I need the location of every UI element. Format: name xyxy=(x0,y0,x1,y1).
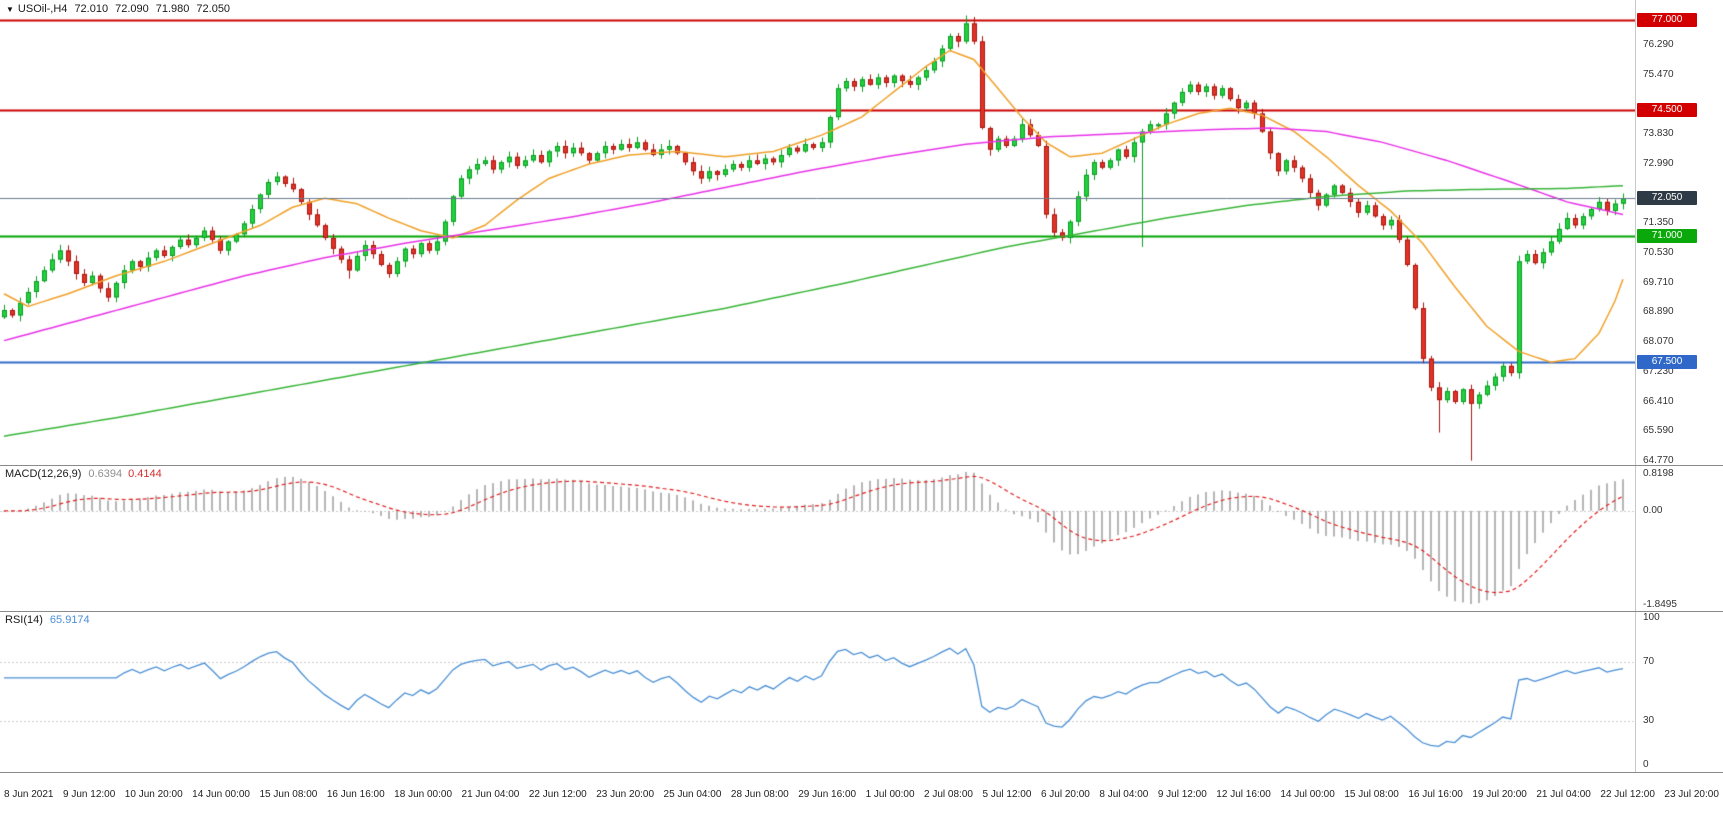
price-line-label: 71.000 xyxy=(1637,229,1697,244)
macd-canvas[interactable] xyxy=(0,466,1635,612)
time-axis-label: 23 Jul 20:00 xyxy=(1664,789,1719,800)
time-axis-label: 8 Jul 04:00 xyxy=(1099,789,1149,800)
time-axis-label: 12 Jul 16:00 xyxy=(1216,789,1271,800)
macd-axis-tick: 0.00 xyxy=(1643,504,1663,516)
time-axis-label: 16 Jun 16:00 xyxy=(326,789,385,800)
rsi-axis-tick: 70 xyxy=(1643,656,1655,668)
main-chart-pane: ▼ USOil-,H4 72.010 72.090 71.980 72.050 76.29… xyxy=(0,0,1723,466)
time-axis-label: 9 Jul 12:00 xyxy=(1157,789,1207,800)
time-axis-label: 22 Jul 12:00 xyxy=(1600,789,1655,800)
rsi-canvas[interactable] xyxy=(0,612,1635,773)
time-axis-label: 10 Jun 20:00 xyxy=(124,789,183,800)
macd-header: MACD(12,26,9) 0.6394 0.4144 xyxy=(5,468,162,480)
time-axis-label: 15 Jul 08:00 xyxy=(1344,789,1399,800)
macd-signal-value: 0.4144 xyxy=(128,468,162,480)
price-axis-tick: 67.230 xyxy=(1643,366,1674,377)
price-axis-tick: 76.290 xyxy=(1643,39,1674,51)
time-axis-label: 25 Jun 04:00 xyxy=(663,789,722,800)
rsi-pane: RSI(14) 65.9174 100 70 30 0 xyxy=(0,611,1723,773)
price-axis-tick: 65.590 xyxy=(1643,425,1674,437)
price-line-label: 74.500 xyxy=(1637,102,1697,117)
rsi-value: 65.9174 xyxy=(49,614,90,626)
macd-axis-tick: 0.8198 xyxy=(1643,468,1674,479)
price-axis-tick: 72.990 xyxy=(1643,158,1674,170)
time-axis-label: 21 Jul 04:00 xyxy=(1536,789,1591,800)
time-axis-label: 16 Jul 16:00 xyxy=(1408,789,1463,800)
macd-main-value: 0.6394 xyxy=(88,468,123,480)
symbol-name: USOil-,H4 xyxy=(17,3,68,15)
symbol-quote-header: ▼ USOil-,H4 72.010 72.090 71.980 72.050 xyxy=(6,3,230,15)
quote-low: 71.980 xyxy=(155,3,190,15)
quote-close: 72.050 xyxy=(196,3,231,15)
rsi-header: RSI(14) 65.9174 xyxy=(5,614,90,626)
quote-open: 72.010 xyxy=(74,3,109,15)
time-axis-label: 19 Jul 20:00 xyxy=(1472,789,1527,800)
price-axis-tick: 68.890 xyxy=(1643,306,1674,318)
price-axis-tick: 64.770 xyxy=(1643,454,1674,466)
macd-axis[interactable]: 0.8198 0.00 -1.8495 xyxy=(1635,466,1723,611)
price-axis-tick: 66.410 xyxy=(1643,395,1674,407)
rsi-axis-tick: 30 xyxy=(1643,714,1655,726)
rsi-label: RSI(14) xyxy=(5,614,43,626)
macd-label: MACD(12,26,9) xyxy=(5,468,82,480)
rsi-axis-tick: 0 xyxy=(1643,759,1649,770)
price-axis-tick: 71.350 xyxy=(1643,217,1674,229)
time-axis-label: 9 Jun 12:00 xyxy=(63,789,116,800)
price-line-label: 77.000 xyxy=(1637,12,1697,27)
rsi-axis[interactable]: 100 70 30 0 xyxy=(1635,612,1723,772)
time-axis-label: 6 Jul 20:00 xyxy=(1040,789,1090,800)
macd-pane: MACD(12,26,9) 0.6394 0.4144 0.8198 0.00 -1.8… xyxy=(0,465,1723,612)
time-axis-label: 23 Jun 20:00 xyxy=(596,789,655,800)
time-axis-label: 15 Jun 08:00 xyxy=(259,789,318,800)
price-canvas[interactable] xyxy=(0,0,1635,465)
time-axis[interactable]: 8 Jun 2021 9 Jun 12:00 10 Jun 20:00 14 Jun … xyxy=(0,772,1723,837)
price-axis-tick: 70.530 xyxy=(1643,247,1674,259)
price-axis-tick: 75.470 xyxy=(1643,68,1674,80)
time-axis-label: 28 Jun 08:00 xyxy=(730,789,789,800)
price-line-label: 67.500 xyxy=(1637,355,1697,370)
time-axis-label: 18 Jun 00:00 xyxy=(394,789,452,800)
price-axis[interactable]: 76.290 75.470 73.830 72.990 71.350 70.530 69.7… xyxy=(1635,0,1723,466)
quote-high: 72.090 xyxy=(115,3,149,15)
time-axis-label: 8 Jun 2021 xyxy=(4,789,54,800)
time-axis-label: 29 Jun 16:00 xyxy=(798,789,857,800)
macd-axis-tick: -1.8495 xyxy=(1643,599,1677,610)
time-axis-label: 22 Jun 12:00 xyxy=(528,789,587,800)
time-axis-label: 14 Jul 00:00 xyxy=(1280,789,1335,800)
price-axis-tick: 69.710 xyxy=(1643,276,1674,288)
time-axis-label: 1 Jul 00:00 xyxy=(865,789,915,800)
rsi-axis-tick: 100 xyxy=(1643,612,1660,623)
symbol-marker-icon[interactable]: ▼ xyxy=(6,5,14,14)
price-line-label: 72.050 xyxy=(1637,191,1697,206)
price-axis-tick: 68.070 xyxy=(1643,335,1674,347)
time-axis-label: 21 Jun 04:00 xyxy=(461,789,520,800)
time-axis-label: 5 Jul 12:00 xyxy=(982,789,1032,800)
price-axis-tick: 73.830 xyxy=(1643,128,1674,140)
time-axis-label: 2 Jul 08:00 xyxy=(924,789,973,800)
time-axis-label: 14 Jun 00:00 xyxy=(192,789,250,800)
